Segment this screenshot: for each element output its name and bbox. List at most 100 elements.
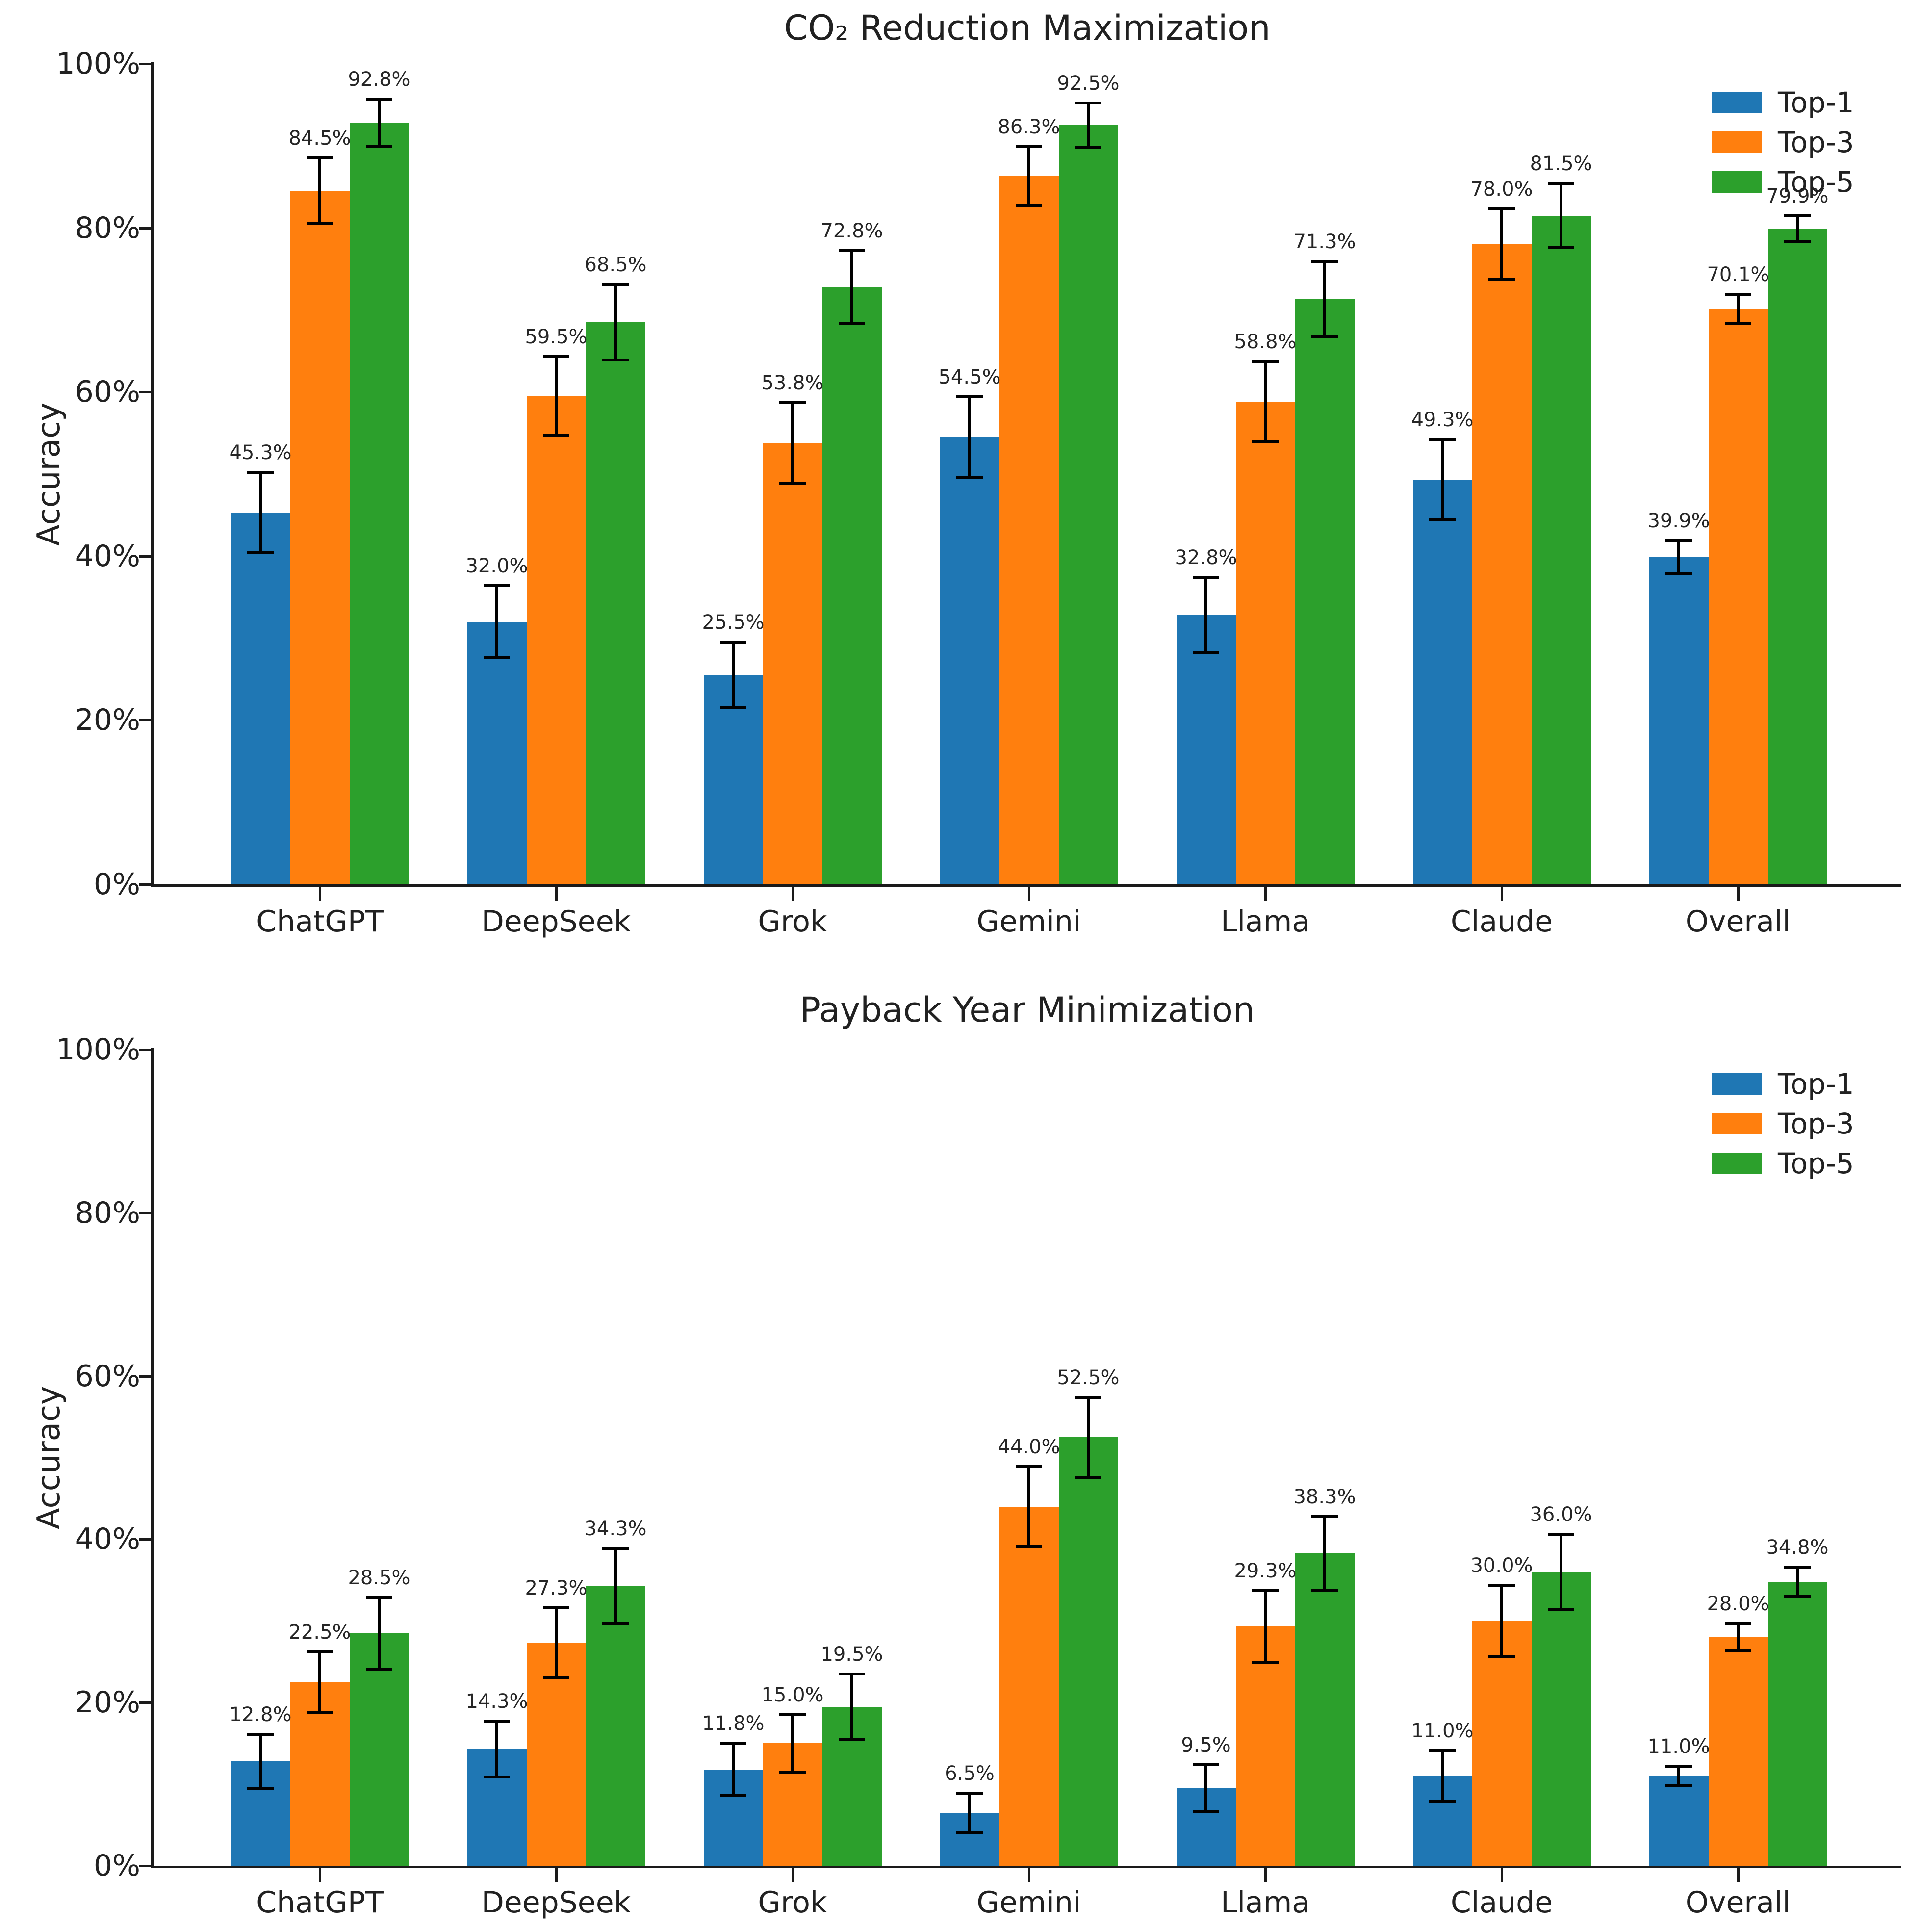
bar-top-1-llama bbox=[1177, 615, 1236, 884]
bar-top-5-deepseek bbox=[586, 322, 645, 884]
legend-label-top-5: Top-5 bbox=[1778, 165, 1854, 199]
x-tick bbox=[1501, 1868, 1503, 1882]
value-label: 32.8% bbox=[1175, 546, 1237, 569]
error-bar-cap-top bbox=[366, 98, 392, 101]
error-bar-cap-top bbox=[1311, 260, 1338, 263]
value-label: 28.0% bbox=[1707, 1593, 1769, 1615]
error-bar-stem bbox=[1087, 103, 1090, 147]
y-tick-label: 60% bbox=[75, 375, 140, 409]
error-bar-cap-top bbox=[1016, 145, 1042, 148]
x-tick-label: Grok bbox=[758, 1885, 827, 1920]
x-tick bbox=[1028, 1868, 1030, 1882]
x-tick-label: Gemini bbox=[976, 904, 1081, 939]
error-bar-cap-bottom bbox=[1252, 440, 1279, 443]
legend-swatch-top-5 bbox=[1712, 1153, 1762, 1174]
error-bar-stem bbox=[318, 158, 321, 224]
value-label: 11.0% bbox=[1411, 1720, 1474, 1742]
error-bar-cap-bottom bbox=[1784, 240, 1811, 243]
error-bar-stem bbox=[1204, 577, 1207, 653]
error-bar-cap-top bbox=[1784, 214, 1811, 217]
value-label: 11.0% bbox=[1647, 1735, 1710, 1758]
error-bar-cap-bottom bbox=[1725, 1649, 1751, 1652]
error-bar-cap-top bbox=[956, 395, 983, 398]
x-axis-spine bbox=[151, 1866, 1901, 1868]
error-bar-cap-bottom bbox=[956, 476, 983, 479]
error-bar-stem bbox=[555, 1608, 558, 1678]
y-tick bbox=[139, 1212, 153, 1214]
error-bar-stem bbox=[1441, 439, 1444, 520]
value-label: 59.5% bbox=[525, 326, 588, 348]
error-bar-stem bbox=[614, 1548, 617, 1623]
error-bar-cap-top bbox=[1016, 1465, 1042, 1468]
value-label: 36.0% bbox=[1530, 1503, 1592, 1526]
value-label: 68.5% bbox=[584, 254, 647, 276]
error-bar-cap-bottom bbox=[839, 1738, 865, 1741]
y-tick-label: 20% bbox=[75, 1685, 140, 1720]
error-bar-cap-top bbox=[1725, 1622, 1751, 1625]
error-bar-stem bbox=[1677, 1766, 1680, 1786]
error-bar-cap-bottom bbox=[1725, 322, 1751, 325]
value-label: 58.8% bbox=[1234, 331, 1297, 353]
error-bar-cap-top bbox=[602, 1547, 629, 1550]
error-bar-cap-bottom bbox=[1016, 1545, 1042, 1548]
error-bar-cap-bottom bbox=[839, 322, 865, 325]
x-tick bbox=[1737, 1868, 1740, 1882]
y-tick-label: 100% bbox=[56, 1032, 140, 1067]
bar-top-3-deepseek bbox=[527, 1643, 586, 1866]
value-label: 25.5% bbox=[702, 611, 765, 634]
error-bar-cap-top bbox=[247, 471, 274, 474]
error-bar-cap-bottom bbox=[720, 1794, 746, 1797]
legend-label-top-1: Top-1 bbox=[1778, 1067, 1854, 1101]
legend-label-top-1: Top-1 bbox=[1778, 86, 1854, 119]
y-tick-label: 0% bbox=[93, 1849, 140, 1883]
error-bar-stem bbox=[1323, 1517, 1326, 1590]
x-tick-label: Overall bbox=[1685, 904, 1791, 939]
value-label: 52.5% bbox=[1057, 1366, 1120, 1389]
error-bar-cap-bottom bbox=[1665, 1784, 1692, 1787]
error-bar-cap-bottom bbox=[779, 1771, 806, 1774]
error-bar-cap-top bbox=[247, 1733, 274, 1736]
error-bar-cap-bottom bbox=[1193, 1810, 1219, 1813]
error-bar-cap-top bbox=[1252, 360, 1279, 363]
x-tick-label: Gemini bbox=[976, 1885, 1081, 1920]
error-bar-stem bbox=[495, 1721, 498, 1777]
y-tick bbox=[139, 719, 153, 721]
bar-top-3-grok bbox=[763, 443, 822, 884]
bar-top-3-overall bbox=[1709, 309, 1768, 884]
error-bar-stem bbox=[1204, 1765, 1207, 1812]
value-label: 53.8% bbox=[761, 372, 824, 394]
error-bar-stem bbox=[318, 1652, 321, 1712]
bar-top-3-gemini bbox=[999, 176, 1059, 884]
legend-label-top-5: Top-5 bbox=[1778, 1147, 1854, 1180]
error-bar-cap-top bbox=[1548, 1533, 1574, 1536]
error-bar-cap-top bbox=[366, 1596, 392, 1599]
error-bar-cap-bottom bbox=[1429, 1800, 1456, 1803]
error-bar-cap-top bbox=[1193, 576, 1219, 579]
bar-top-5-gemini bbox=[1059, 1437, 1118, 1866]
error-bar-stem bbox=[1027, 1467, 1030, 1546]
error-bar-cap-bottom bbox=[1311, 1589, 1338, 1592]
error-bar-cap-bottom bbox=[1311, 335, 1338, 338]
value-label: 15.0% bbox=[761, 1684, 824, 1706]
error-bar-cap-top bbox=[839, 1673, 865, 1675]
value-label: 29.3% bbox=[1234, 1560, 1297, 1582]
value-label: 71.3% bbox=[1293, 231, 1356, 253]
x-tick bbox=[1737, 887, 1740, 901]
error-bar-stem bbox=[850, 1674, 853, 1739]
error-bar-cap-top bbox=[1665, 539, 1692, 542]
error-bar-cap-bottom bbox=[1429, 518, 1456, 521]
y-axis-spine bbox=[151, 1048, 154, 1868]
legend-label-top-3: Top-3 bbox=[1778, 126, 1854, 159]
error-bar-stem bbox=[1027, 147, 1030, 206]
value-label: 44.0% bbox=[998, 1436, 1060, 1458]
error-bar-stem bbox=[1441, 1751, 1444, 1801]
value-label: 11.8% bbox=[702, 1712, 765, 1735]
error-bar-stem bbox=[1087, 1397, 1090, 1477]
bar-top-3-llama bbox=[1236, 1626, 1295, 1866]
error-bar-cap-bottom bbox=[247, 1787, 274, 1790]
bar-top-5-chatgpt bbox=[350, 123, 409, 884]
error-bar-stem bbox=[495, 586, 498, 658]
bar-top-5-claude bbox=[1532, 1572, 1591, 1866]
x-tick-label: DeepSeek bbox=[481, 1885, 631, 1920]
